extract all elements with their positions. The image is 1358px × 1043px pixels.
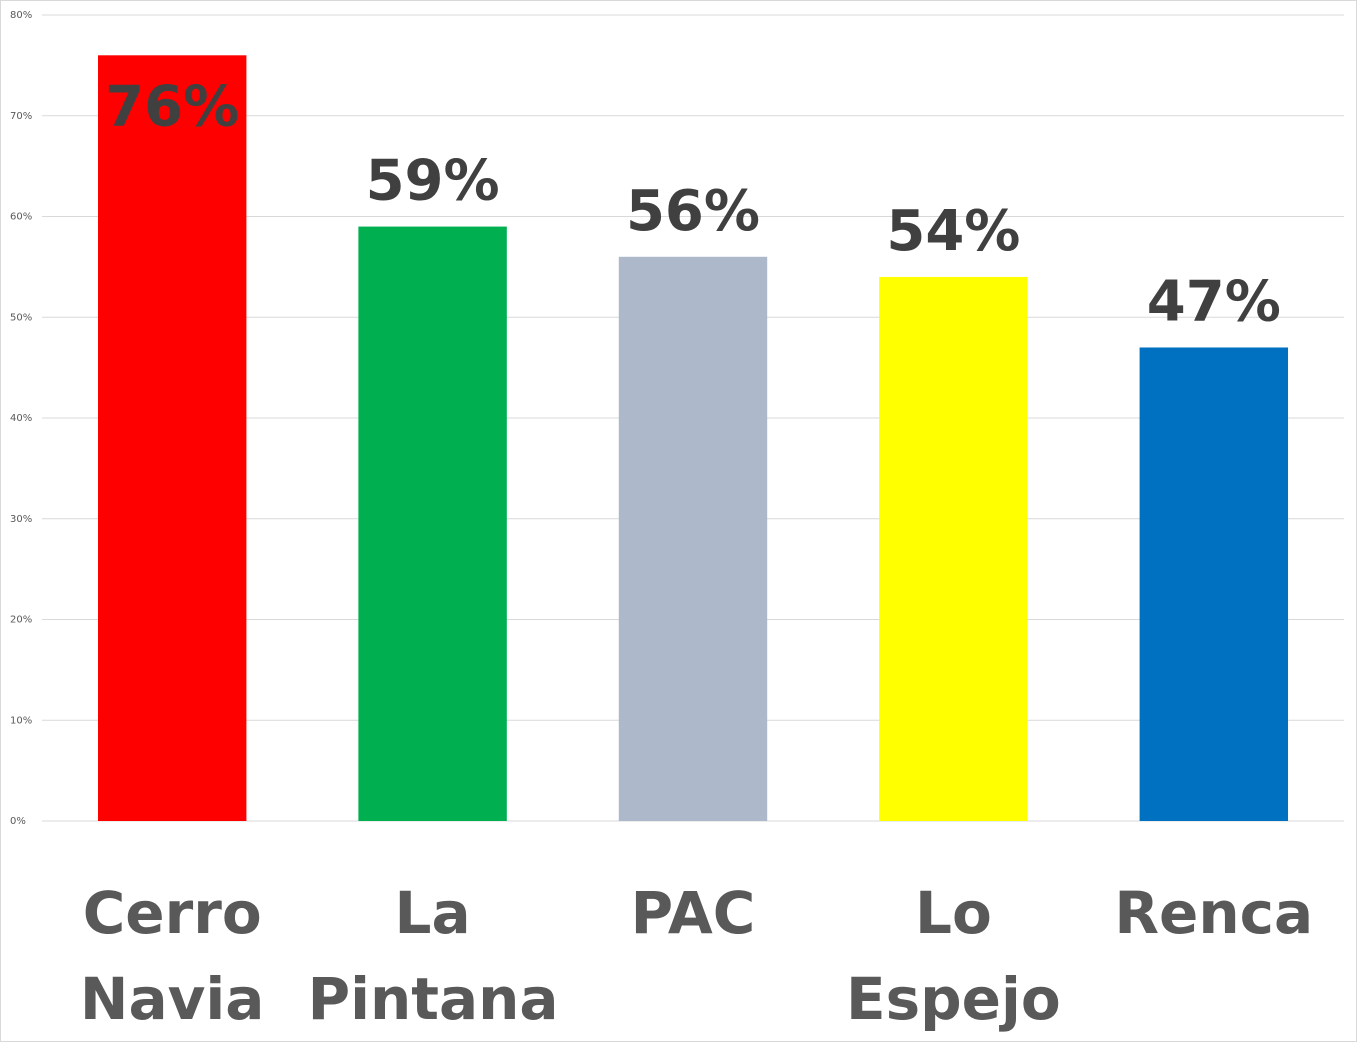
y-tick-label: 60% bbox=[10, 212, 32, 223]
bar bbox=[618, 256, 768, 821]
bar bbox=[1139, 347, 1289, 821]
data-label: 47% bbox=[1147, 270, 1281, 335]
y-tick-label: 40% bbox=[10, 413, 32, 424]
data-label: 56% bbox=[626, 179, 760, 244]
data-label: 54% bbox=[886, 199, 1020, 264]
x-tick-label: Cerro Navia bbox=[79, 879, 265, 1033]
y-tick-label: 70% bbox=[10, 111, 32, 122]
bar bbox=[879, 276, 1028, 821]
data-label: 76% bbox=[105, 74, 239, 139]
y-tick-label: 20% bbox=[10, 615, 32, 626]
y-tick-label: 80% bbox=[10, 10, 32, 21]
x-tick-label: Renca bbox=[1114, 879, 1314, 947]
x-tick-label: PAC bbox=[630, 879, 756, 947]
bar bbox=[358, 226, 507, 821]
x-tick-label: Lo Espejo bbox=[846, 879, 1061, 1033]
bar bbox=[97, 55, 247, 822]
data-label: 59% bbox=[366, 149, 500, 214]
y-tick-label: 50% bbox=[10, 312, 32, 323]
x-tick-label: La Pintana bbox=[307, 879, 559, 1033]
y-tick-label: 10% bbox=[10, 715, 32, 726]
y-tick-label: 0% bbox=[10, 816, 26, 827]
y-tick-label: 30% bbox=[10, 514, 32, 525]
